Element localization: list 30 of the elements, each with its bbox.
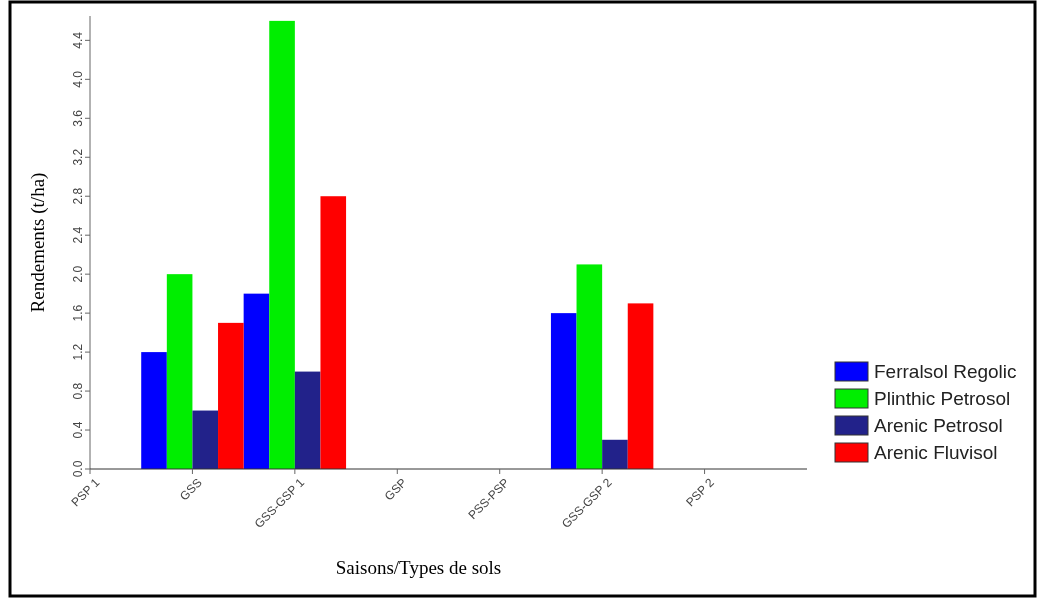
bar [294, 371, 321, 469]
y-tick-label: 2.4 [71, 226, 85, 244]
y-axis-title: Rendements (t/ha) [27, 172, 49, 313]
legend-label: Arenic Fluvisol [874, 442, 998, 463]
bar [576, 264, 603, 469]
y-tick-label: 2.0 [71, 265, 85, 283]
y-tick-label: 1.6 [71, 304, 85, 322]
y-tick-label: 2.8 [71, 187, 85, 205]
bar [141, 352, 167, 469]
y-tick-label: 0.8 [71, 382, 85, 400]
bar [602, 439, 628, 469]
legend-label: Plinthic Petrosol [874, 388, 1011, 409]
y-tick-label: 1.2 [71, 343, 85, 361]
legend-label: Ferralsol Regolic [874, 361, 1017, 382]
y-tick-label: 4.4 [71, 31, 85, 49]
y-tick-label: 3.6 [71, 109, 85, 127]
bar [243, 293, 270, 469]
y-tick-label: 0.4 [71, 421, 85, 439]
y-tick-label: 4.0 [71, 70, 85, 88]
bar [550, 313, 577, 469]
bar [627, 303, 654, 469]
bar [192, 410, 219, 469]
legend-label: Arenic Petrosol [874, 415, 1003, 436]
bar [269, 20, 295, 469]
y-tick-label: 3.2 [71, 148, 85, 166]
x-axis-title: Saisons/Types de sols [335, 557, 502, 578]
bar [320, 196, 347, 469]
bar [218, 322, 244, 469]
bar [166, 274, 193, 469]
y-tick-label: 0.0 [71, 460, 85, 478]
